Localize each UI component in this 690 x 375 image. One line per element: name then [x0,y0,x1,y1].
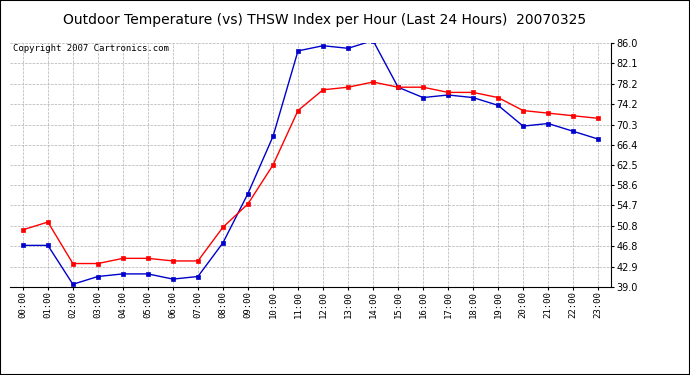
Text: Outdoor Temperature (vs) THSW Index per Hour (Last 24 Hours)  20070325: Outdoor Temperature (vs) THSW Index per … [63,13,586,27]
Text: Copyright 2007 Cartronics.com: Copyright 2007 Cartronics.com [13,44,169,53]
